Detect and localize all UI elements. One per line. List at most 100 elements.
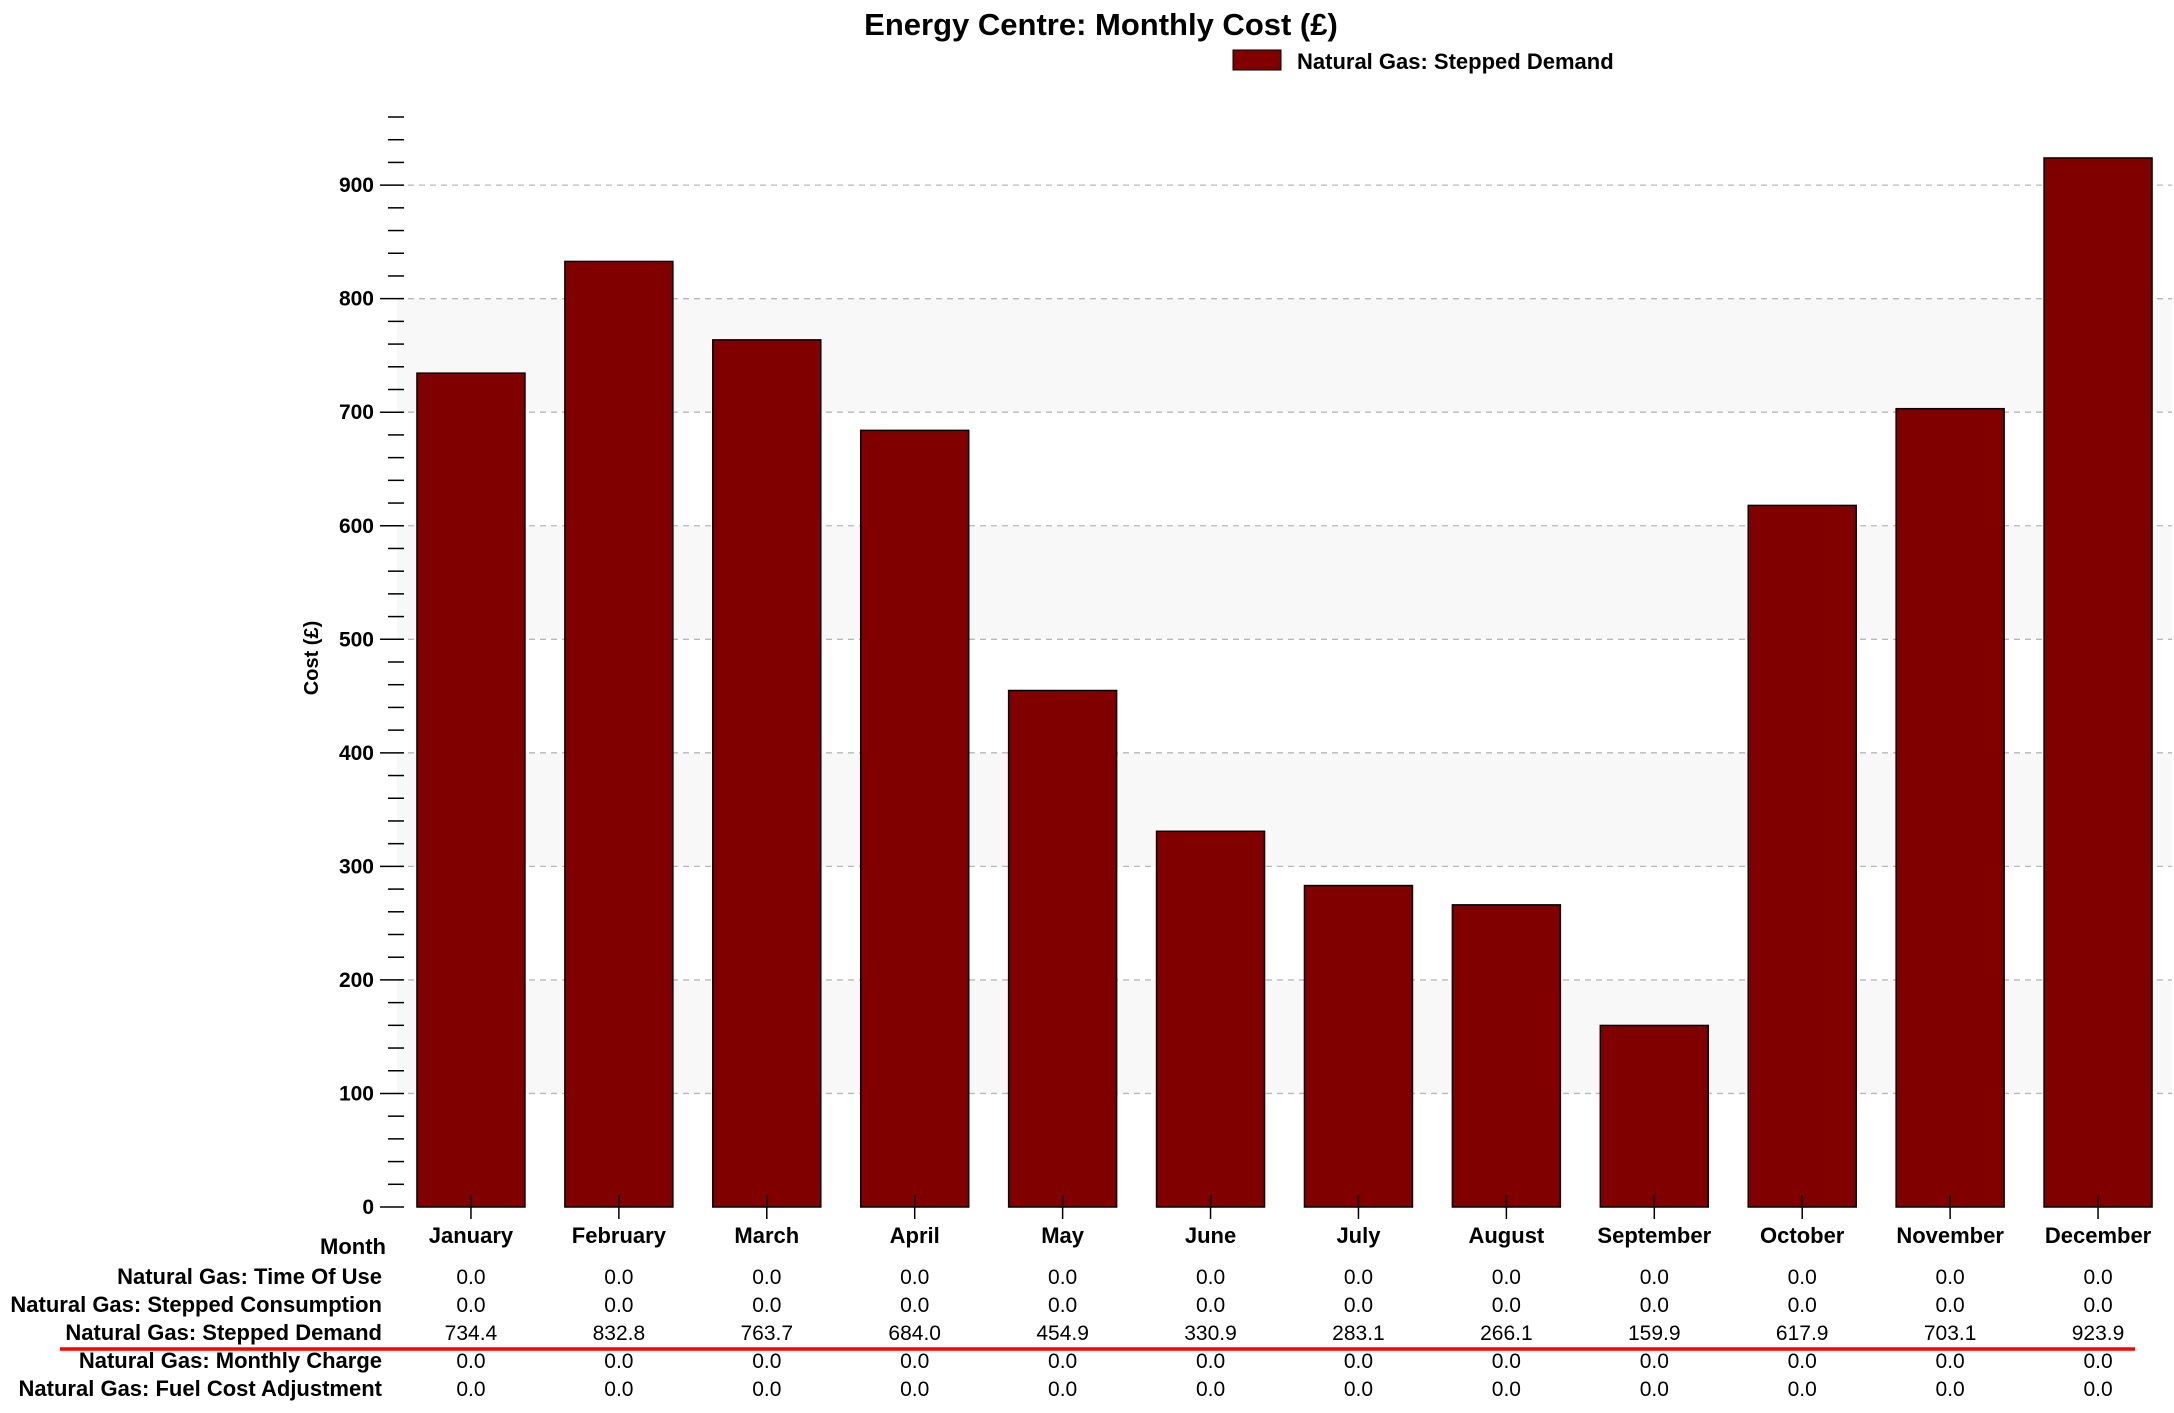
bar-january <box>416 372 526 1208</box>
bar-july <box>1303 884 1414 1208</box>
table-cell: 0.0 <box>1492 1378 1521 1401</box>
table-cell: 734.4 <box>445 1322 498 1345</box>
x-tick-label: July <box>1336 1223 1381 1248</box>
y-tick-label: 400 <box>339 742 374 765</box>
background-band <box>397 298 2172 413</box>
bar-december <box>2043 157 2153 1208</box>
x-tick-label: April <box>890 1223 940 1248</box>
bar-march <box>712 339 822 1208</box>
table-cell: 0.0 <box>456 1378 485 1401</box>
table-cell: 0.0 <box>1492 1266 1521 1289</box>
table-row-label: Natural Gas: Stepped Demand <box>65 1320 382 1345</box>
bar-april <box>859 429 970 1208</box>
table-cell: 0.0 <box>900 1378 929 1401</box>
x-tick-label: November <box>1896 1223 2004 1248</box>
table-cell: 0.0 <box>1640 1378 1669 1401</box>
table-cell: 763.7 <box>741 1322 794 1345</box>
table-cell: 0.0 <box>456 1266 485 1289</box>
bar-october <box>1747 504 1857 1208</box>
table-cell: 454.9 <box>1036 1322 1089 1345</box>
table-cell: 0.0 <box>900 1294 929 1317</box>
plot-background <box>397 298 2172 1094</box>
table-cell: 0.0 <box>752 1378 781 1401</box>
table-cell: 923.9 <box>2072 1322 2125 1345</box>
table-cell: 0.0 <box>604 1378 633 1401</box>
table-cell: 0.0 <box>1936 1294 1965 1317</box>
table-row-label: Natural Gas: Monthly Charge <box>79 1348 382 1373</box>
table-row-label: Natural Gas: Stepped Consumption <box>10 1292 382 1317</box>
legend: Natural Gas: Stepped Demand <box>1232 49 1614 74</box>
y-axis: 0 100 200 300 400 500 600 700 800 900 <box>339 116 404 1219</box>
table-cell: 0.0 <box>1492 1350 1521 1373</box>
table-cell: 0.0 <box>1344 1378 1373 1401</box>
x-tick-label: September <box>1597 1223 1711 1248</box>
y-tick-label: 0 <box>362 1196 374 1219</box>
table-cell: 703.1 <box>1924 1322 1977 1345</box>
x-tick-label: January <box>429 1223 514 1248</box>
x-tick-label: March <box>734 1223 799 1248</box>
table-cell: 159.9 <box>1628 1322 1681 1345</box>
bar-may <box>1007 689 1118 1208</box>
table-cell: 0.0 <box>900 1350 929 1373</box>
table-cell: 0.0 <box>1936 1378 1965 1401</box>
table-cell: 0.0 <box>2083 1350 2112 1373</box>
table-cell: 684.0 <box>888 1322 941 1345</box>
table-cell: 0.0 <box>456 1350 485 1373</box>
table-cell: 0.0 <box>1640 1266 1669 1289</box>
table-cell: 0.0 <box>752 1266 781 1289</box>
y-tick-label: 500 <box>339 628 374 651</box>
table-cell: 0.0 <box>1936 1350 1965 1373</box>
table-cell: 283.1 <box>1332 1322 1385 1345</box>
table-cell: 0.0 <box>752 1350 781 1373</box>
table-cell: 0.0 <box>1048 1266 1077 1289</box>
bar-february <box>564 260 674 1208</box>
table-cell: 0.0 <box>1788 1266 1817 1289</box>
bar-june <box>1155 830 1266 1208</box>
table-cell: 0.0 <box>604 1294 633 1317</box>
y-axis-title: Cost (£) <box>301 621 323 695</box>
y-tick-label: 200 <box>339 969 374 992</box>
data-table: Natural Gas: Time Of Use 0.0 0.0 0.0 0.0 0.0 0… <box>10 1264 2135 1401</box>
y-tick-label: 600 <box>339 515 374 538</box>
table-cell: 0.0 <box>1640 1294 1669 1317</box>
x-tick-label: May <box>1041 1223 1085 1248</box>
y-tick-label: 800 <box>339 288 374 311</box>
x-axis: January February March April May June July Augu… <box>429 1195 2152 1248</box>
legend-swatch <box>1232 49 1282 71</box>
bar-september <box>1599 1024 1710 1208</box>
x-tick-label: August <box>1468 1223 1544 1248</box>
background-band <box>397 525 2172 640</box>
table-cell: 0.0 <box>1936 1266 1965 1289</box>
gridlines <box>397 184 2172 1095</box>
x-axis-title: Month <box>320 1234 386 1259</box>
bars <box>416 157 2153 1208</box>
table-cell: 0.0 <box>1196 1378 1225 1401</box>
table-cell: 0.0 <box>1788 1350 1817 1373</box>
table-cell: 832.8 <box>593 1322 646 1345</box>
x-tick-label: December <box>2045 1223 2152 1248</box>
table-cell: 0.0 <box>1196 1350 1225 1373</box>
bar-november <box>1895 407 2005 1208</box>
table-cell: 0.0 <box>1048 1350 1077 1373</box>
table-cell: 0.0 <box>1048 1378 1077 1401</box>
table-cell: 0.0 <box>604 1266 633 1289</box>
table-cell: 0.0 <box>1788 1378 1817 1401</box>
table-cell: 0.0 <box>2083 1378 2112 1401</box>
y-tick-label: 700 <box>339 401 374 424</box>
table-cell: 0.0 <box>1196 1266 1225 1289</box>
bar-august <box>1451 904 1562 1208</box>
table-cell: 0.0 <box>1788 1294 1817 1317</box>
legend-label: Natural Gas: Stepped Demand <box>1297 49 1614 74</box>
table-row-label: Natural Gas: Fuel Cost Adjustment <box>19 1376 383 1401</box>
table-cell: 0.0 <box>1344 1266 1373 1289</box>
y-tick-label: 100 <box>339 1082 374 1105</box>
table-cell: 0.0 <box>900 1266 929 1289</box>
background-band <box>397 979 2172 1094</box>
table-cell: 0.0 <box>2083 1266 2112 1289</box>
x-tick-label: June <box>1185 1223 1236 1248</box>
table-cell: 330.9 <box>1184 1322 1237 1345</box>
y-tick-label: 300 <box>339 855 374 878</box>
table-cell: 266.1 <box>1480 1322 1533 1345</box>
